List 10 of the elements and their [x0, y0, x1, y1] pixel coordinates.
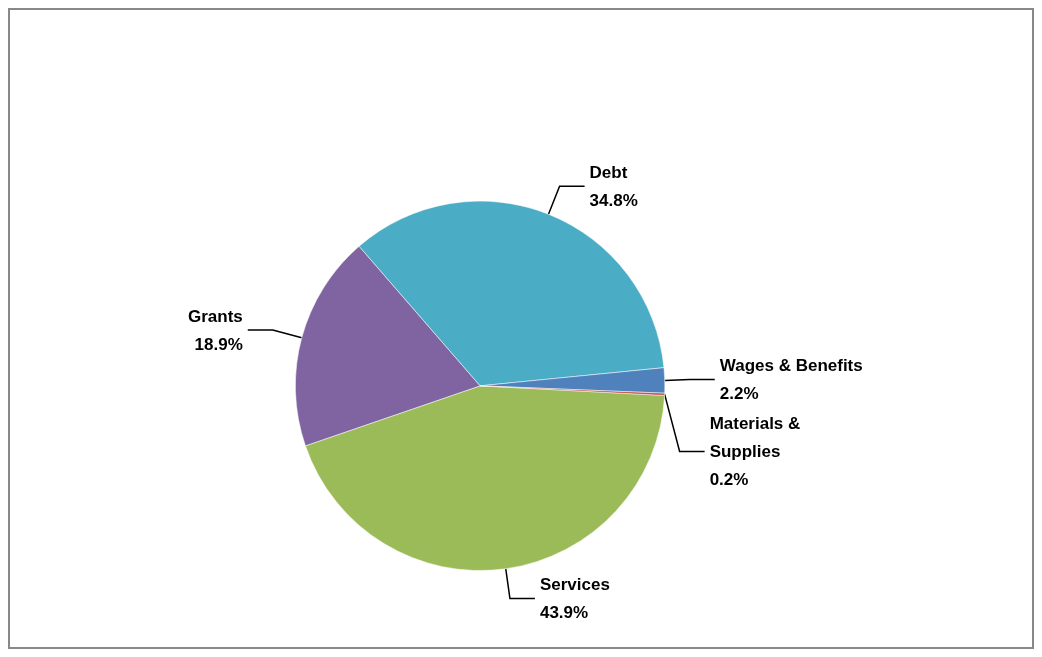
slice-label: Debt: [589, 162, 628, 182]
slice-label: Services: [539, 574, 610, 594]
slice-label: Grants: [187, 306, 243, 326]
data-label: 43.9%: [539, 602, 589, 622]
data-label: 18.9%: [194, 334, 243, 354]
data-label: 34.8%: [589, 190, 638, 210]
data-label: 0.2%: [709, 470, 749, 490]
data-label: 2.2%: [719, 384, 759, 404]
slice-label: Wages & Benefits: [719, 356, 863, 376]
slice-label: Materials & Supplies: [709, 414, 801, 462]
